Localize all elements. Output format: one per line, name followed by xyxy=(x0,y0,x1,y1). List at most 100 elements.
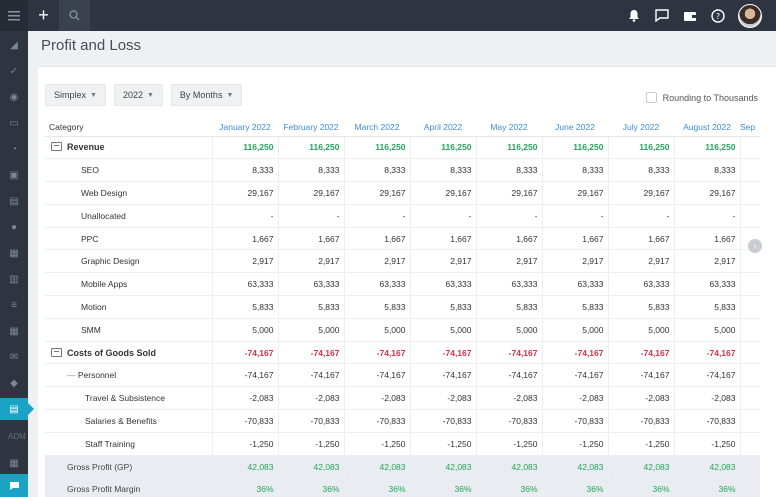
value-cell: 63,333 xyxy=(541,272,608,297)
month-header[interactable]: July 2022 xyxy=(608,119,674,137)
value-cell: 8,333 xyxy=(409,158,476,183)
value-cell: 2,917 xyxy=(475,249,542,274)
table-row[interactable]: Mobile Apps 63,333 63,333 63,333 63,333 63,33… xyxy=(45,272,760,297)
value-cell: -1,250 xyxy=(475,432,542,456)
month-header[interactable]: February 2022 xyxy=(278,119,344,137)
graduation-cap-icon[interactable]: ◆ xyxy=(10,377,18,389)
month-header[interactable]: May 2022 xyxy=(476,119,542,137)
value-cell: 2,917 xyxy=(607,249,674,274)
list-icon[interactable]: ≡ xyxy=(11,299,17,311)
feed-icon[interactable]: ◢ xyxy=(10,39,18,51)
briefcase-icon[interactable]: ▭ xyxy=(9,117,19,129)
hamburger-menu-icon[interactable] xyxy=(0,0,28,31)
value-cell: 36% xyxy=(409,477,476,497)
method-dropdown[interactable]: Simplex ▼ xyxy=(45,84,106,106)
value-cell: -70,833 xyxy=(607,409,674,433)
left-sidebar: ◢ ✓ ◉ ▭ ◔ ▣ ▤ ● ▦ ▥ ≡ ▦ ✉ ◆ ▤ ADM ▦ xyxy=(0,0,34,497)
user-circle-icon[interactable]: ◉ xyxy=(9,91,19,103)
overflow-cell xyxy=(739,158,760,183)
value-cell: 8,333 xyxy=(607,158,674,183)
rounding-toggle[interactable]: Rounding to Thousands xyxy=(645,92,758,103)
month-header[interactable]: June 2022 xyxy=(542,119,608,137)
month-header[interactable]: April 2022 xyxy=(410,119,476,137)
check-icon[interactable]: ✓ xyxy=(9,65,19,77)
collapse-icon[interactable]: — xyxy=(67,370,78,381)
calendar-icon[interactable]: ▤ xyxy=(9,195,19,207)
value-cell: 63,333 xyxy=(343,272,410,297)
value-cell: 29,167 xyxy=(607,181,674,205)
help-icon[interactable]: ? xyxy=(710,8,726,24)
add-icon[interactable]: + xyxy=(38,5,49,25)
value-cell: 8,333 xyxy=(211,158,278,183)
value-cell: -74,167 xyxy=(541,341,608,365)
avatar[interactable] xyxy=(738,3,762,28)
value-cell: 2,917 xyxy=(541,249,608,274)
row-label: Personnel xyxy=(77,370,117,381)
table-row[interactable]: Revenue 116,250 116,250 116,250 116,250 116,2… xyxy=(45,136,760,160)
grid-icon[interactable]: ▦ xyxy=(9,457,19,469)
folder-icon[interactable]: ▣ xyxy=(9,169,19,181)
value-cell: 1,667 xyxy=(277,227,344,251)
row-category: Salaries & Benefits xyxy=(45,409,212,433)
caret-down-icon: ▼ xyxy=(226,91,234,99)
overflow-cell xyxy=(739,477,760,497)
value-cell: 116,250 xyxy=(277,136,344,160)
reports-icon[interactable]: ▤ xyxy=(0,398,34,420)
value-cell: 29,167 xyxy=(475,181,542,205)
value-cell: -74,167 xyxy=(673,341,740,365)
chat-icon[interactable] xyxy=(0,474,28,497)
message-icon[interactable] xyxy=(654,8,670,24)
search-icon[interactable] xyxy=(59,0,90,31)
mail-icon[interactable]: ✉ xyxy=(9,351,19,363)
box-icon[interactable]: ▦ xyxy=(9,247,19,259)
month-header[interactable]: January 2022 xyxy=(212,119,278,137)
overflow-cell xyxy=(739,341,760,365)
value-cell: 5,000 xyxy=(211,318,278,342)
value-cell: 29,167 xyxy=(211,181,278,205)
row-label: Salaries & Benefits xyxy=(85,415,157,426)
year-dropdown[interactable]: 2022 ▼ xyxy=(113,84,163,106)
value-cell: -70,833 xyxy=(673,409,740,433)
table-row[interactable]: Motion 5,833 5,833 5,833 5,833 5,833 5,833 5,83… xyxy=(45,295,760,319)
folder-icon[interactable] xyxy=(51,142,62,152)
table-body: Revenue 116,250 116,250 116,250 116,250 116,2… xyxy=(45,136,760,497)
clock-icon[interactable]: ◔ xyxy=(10,143,18,155)
scroll-right-icon[interactable]: › xyxy=(748,239,762,253)
bell-icon[interactable] xyxy=(626,8,642,24)
table-row[interactable]: — Personnel -74,167 -74,167 -74,167 -74,167-… xyxy=(45,363,760,388)
row-label: SEO xyxy=(81,165,99,176)
value-cell: 116,250 xyxy=(475,136,542,160)
wallet-icon[interactable] xyxy=(682,8,698,24)
value-cell: 42,083 xyxy=(211,455,278,479)
period-dropdown[interactable]: By Months ▼ xyxy=(170,84,243,106)
overflow-cell xyxy=(739,318,760,342)
table-row[interactable]: Unallocated - - - - - - - - xyxy=(45,204,760,228)
month-header[interactable]: March 2022 xyxy=(344,119,410,137)
month-header[interactable]: Sep xyxy=(740,119,760,137)
table-icon[interactable]: ▦ xyxy=(9,325,19,337)
value-cell: 36% xyxy=(277,477,344,497)
overflow-cell xyxy=(739,455,760,479)
row-label: Motion xyxy=(81,301,107,312)
table-row[interactable]: Gross Profit (GP) 42,083 42,083 42,083 42,08… xyxy=(45,455,760,479)
value-cell: 2,917 xyxy=(343,249,410,274)
month-header[interactable]: August 2022 xyxy=(674,119,740,137)
rounding-checkbox[interactable] xyxy=(645,92,657,103)
users-icon[interactable]: ● xyxy=(10,221,18,233)
value-cell: -2,083 xyxy=(211,386,278,411)
table-row[interactable]: PPC 1,667 1,667 1,667 1,667 1,667 1,667 1,667 1,… xyxy=(45,227,760,251)
table-row[interactable]: Staff Training -1,250 -1,250 -1,250 -1,250 -1… xyxy=(45,432,760,456)
table-row[interactable]: Travel & Subsistence -2,083 -2,083 -2,083 -2… xyxy=(45,386,760,411)
table-row[interactable]: Web Design 29,167 29,167 29,167 29,167 29,167… xyxy=(45,181,760,205)
folder-icon[interactable] xyxy=(51,347,62,357)
table-row[interactable]: Gross Profit Margin 36% 36% 36% 36% 36% 36% 36%… xyxy=(45,477,760,497)
value-cell: 42,083 xyxy=(475,455,542,479)
value-cell: 1,667 xyxy=(673,227,740,251)
table-row[interactable]: Salaries & Benefits -70,833 -70,833 -70,833… xyxy=(45,409,760,433)
table-row[interactable]: Graphic Design 2,917 2,917 2,917 2,917 2,917 2… xyxy=(45,249,760,274)
period-value: By Months xyxy=(179,90,223,100)
archive-icon[interactable]: ▥ xyxy=(9,273,19,285)
table-row[interactable]: Costs of Goods Sold -74,167 -74,167 -74,167… xyxy=(45,341,760,365)
table-row[interactable]: SEO 8,333 8,333 8,333 8,333 8,333 8,333 8,333 8,… xyxy=(45,158,760,183)
table-row[interactable]: SMM 5,000 5,000 5,000 5,000 5,000 5,000 5,000 5,… xyxy=(45,318,760,342)
